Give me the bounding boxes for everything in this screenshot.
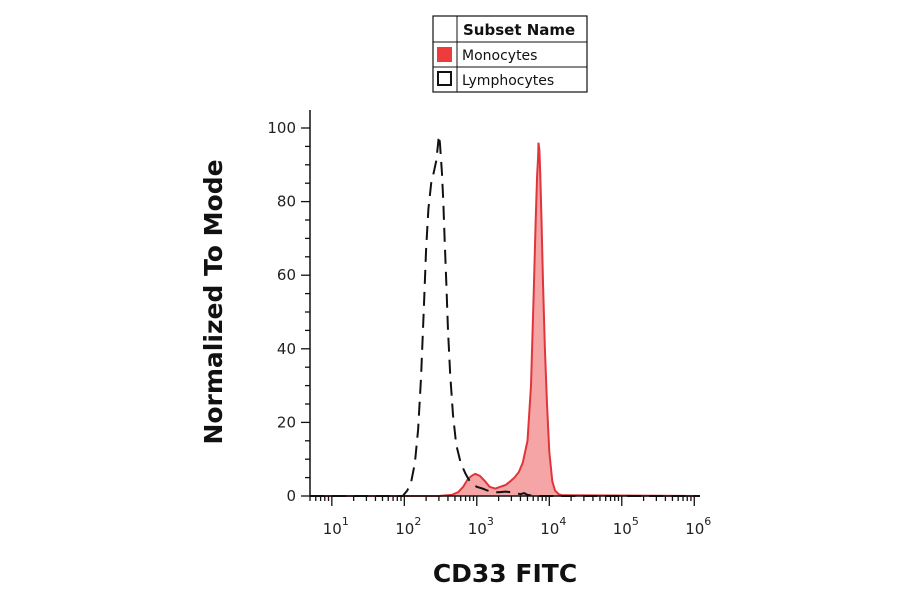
x-axis-ticks: 101 102 103 104 105 106	[309, 496, 711, 538]
y-tick-label: 40	[277, 340, 296, 358]
y-axis-ticks: 0 20 40 60 80 100	[267, 119, 310, 505]
x-tick-label: 104	[540, 515, 566, 538]
legend-swatch-monocytes	[437, 47, 452, 62]
series-layer	[310, 135, 701, 497]
y-tick-label: 100	[267, 119, 296, 137]
y-tick-label: 0	[286, 487, 296, 505]
series-line-monocytes	[310, 142, 701, 497]
y-tick-label: 20	[277, 413, 296, 431]
plot-area: 0 20 40 60 80 100 101 102 103 104 105 106	[267, 110, 711, 538]
y-tick-label: 60	[277, 266, 296, 284]
series-area-monocytes	[310, 142, 700, 496]
x-tick-label: 101	[323, 515, 349, 538]
series-line-lymphocytes	[310, 135, 700, 497]
y-axis-title: Normalized To Mode	[199, 159, 228, 444]
legend-swatch-lymphocytes	[437, 71, 452, 86]
x-tick-label: 103	[468, 515, 494, 538]
legend: Subset Name Monocytes Lymphocytes	[432, 15, 588, 93]
legend-frame	[432, 15, 588, 93]
legend-label-lymphocytes: Lymphocytes	[462, 73, 554, 89]
x-tick-label: 105	[613, 515, 639, 538]
legend-label-monocytes: Monocytes	[462, 48, 537, 64]
legend-header: Subset Name	[463, 21, 575, 39]
y-tick-label: 80	[277, 193, 296, 211]
x-axis-title: CD33 FITC	[433, 559, 577, 588]
x-tick-label: 106	[685, 515, 711, 538]
x-tick-label: 102	[395, 515, 421, 538]
